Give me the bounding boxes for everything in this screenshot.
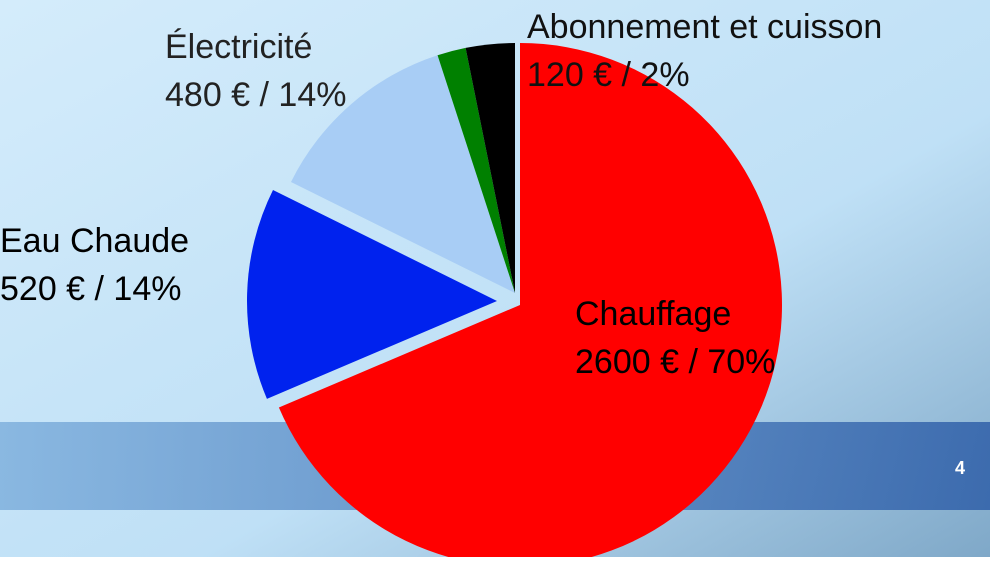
slide: 4 Chauffage 2600 € / 70% Eau Chaude 520 € /… (0, 0, 990, 557)
slice-value-label: 2600 € / 70% (575, 343, 775, 381)
slide-number: 4 (955, 458, 965, 478)
slice-value-label: 480 € / 14% (165, 76, 346, 114)
slice-label: Chauffage (575, 295, 731, 333)
slice-label: Électricité (165, 28, 312, 66)
slice-value-label: 520 € / 14% (0, 270, 181, 308)
slice-label: Abonnement et cuisson (527, 8, 882, 46)
slice-value-label: 120 € / 2% (527, 56, 690, 94)
slice-label: Eau Chaude (0, 222, 189, 260)
